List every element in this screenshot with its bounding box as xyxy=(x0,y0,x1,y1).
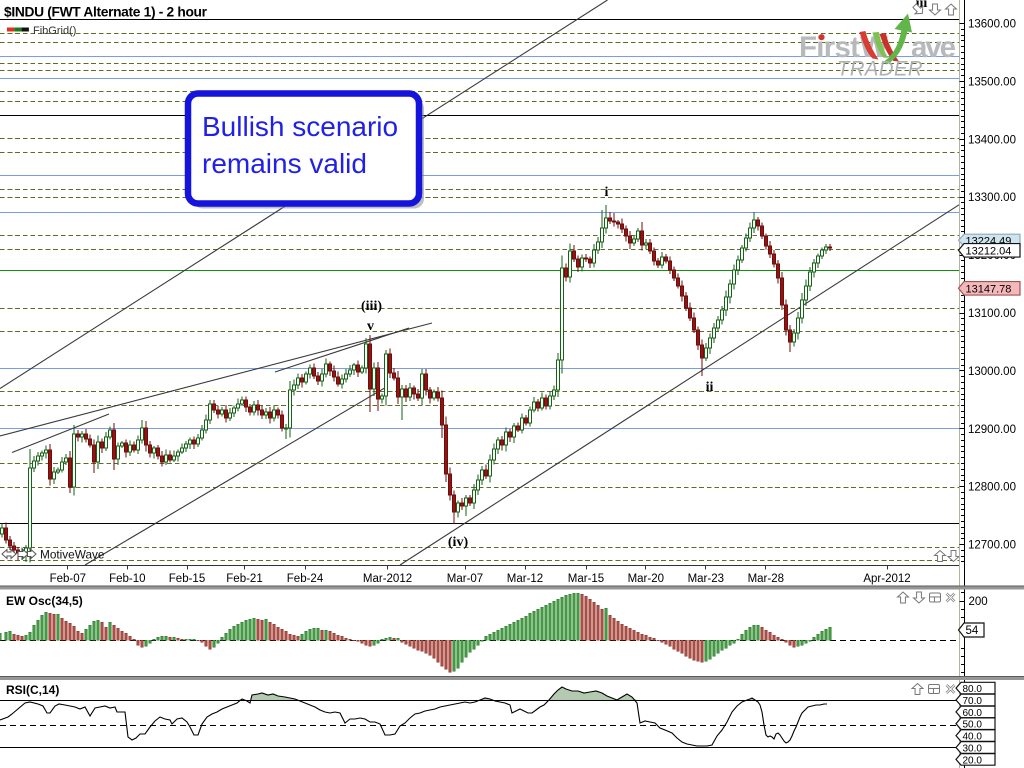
svg-text:Apr-2012: Apr-2012 xyxy=(863,573,910,585)
svg-text:Feb-07: Feb-07 xyxy=(50,573,86,585)
svg-text:50.0: 50.0 xyxy=(963,720,983,731)
svg-text:$INDU (FWT Alternate 1) - 2 ho: $INDU (FWT Alternate 1) - 2 hour xyxy=(4,5,208,20)
svg-text:200: 200 xyxy=(969,596,988,608)
svg-text:40.0: 40.0 xyxy=(963,732,983,743)
svg-text:remains valid: remains valid xyxy=(202,148,367,179)
svg-text:ii: ii xyxy=(706,380,714,395)
svg-text:Mar-2012: Mar-2012 xyxy=(363,573,412,585)
svg-text:12900.00: 12900.00 xyxy=(968,424,1016,436)
svg-text:70.0: 70.0 xyxy=(963,696,983,707)
svg-text:Bullish scenario: Bullish scenario xyxy=(202,111,398,142)
svg-text:13300.00: 13300.00 xyxy=(968,192,1016,204)
svg-text:RSI(C,14): RSI(C,14) xyxy=(6,683,59,697)
svg-text:MotiveWave: MotiveWave xyxy=(40,548,105,562)
svg-text:(iii): (iii) xyxy=(361,299,382,314)
svg-text:i: i xyxy=(605,185,609,200)
svg-text:13100.00: 13100.00 xyxy=(968,308,1016,320)
svg-text:iii: iii xyxy=(916,0,928,11)
svg-text:12700.00: 12700.00 xyxy=(968,540,1016,552)
svg-text:Mar-28: Mar-28 xyxy=(748,573,784,585)
svg-text:80.0: 80.0 xyxy=(963,684,983,695)
svg-text:20.0: 20.0 xyxy=(963,755,983,766)
svg-text:13500.00: 13500.00 xyxy=(968,76,1016,88)
svg-text:ave: ave xyxy=(911,31,956,64)
svg-text:TRADER: TRADER xyxy=(837,58,923,81)
svg-text:First: First xyxy=(799,31,860,64)
svg-text:FibGrid(): FibGrid() xyxy=(33,25,76,37)
svg-text:13147.78: 13147.78 xyxy=(966,283,1012,295)
svg-text:Mar-23: Mar-23 xyxy=(688,573,724,585)
svg-text:13600.00: 13600.00 xyxy=(968,19,1016,31)
svg-text:v: v xyxy=(367,319,374,334)
svg-text:13212.04: 13212.04 xyxy=(966,245,1012,257)
svg-text:Mar-15: Mar-15 xyxy=(568,573,604,585)
svg-text:13400.00: 13400.00 xyxy=(968,134,1016,146)
svg-text:54: 54 xyxy=(966,625,979,637)
svg-text:Feb-24: Feb-24 xyxy=(287,573,324,585)
svg-text:30.0: 30.0 xyxy=(963,744,983,755)
svg-text:13000.00: 13000.00 xyxy=(968,366,1016,378)
svg-text:Mar-07: Mar-07 xyxy=(447,573,483,585)
svg-text:Mar-20: Mar-20 xyxy=(628,573,664,585)
svg-text:Feb-10: Feb-10 xyxy=(109,573,145,585)
svg-text:EW Osc(34,5): EW Osc(34,5) xyxy=(6,594,83,608)
svg-text:12800.00: 12800.00 xyxy=(968,482,1016,494)
svg-text:(iv): (iv) xyxy=(448,535,469,550)
svg-text:Mar-12: Mar-12 xyxy=(507,573,543,585)
svg-text:Feb-15: Feb-15 xyxy=(169,573,205,585)
svg-text:60.0: 60.0 xyxy=(963,708,983,719)
svg-text:Feb-21: Feb-21 xyxy=(226,573,262,585)
